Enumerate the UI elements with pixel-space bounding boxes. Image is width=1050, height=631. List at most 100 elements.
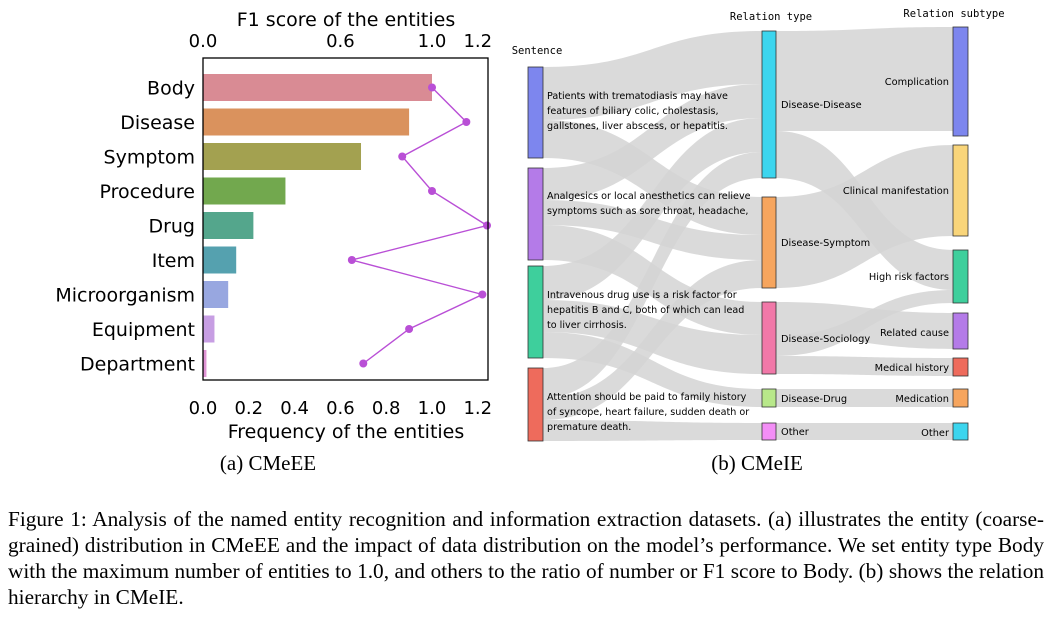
header-relation-type: Relation type [730,11,812,23]
category-label: Item [152,250,195,272]
sentence-text: of syncope, heart failure, sudden death … [547,407,749,418]
bottom-tick-label: 0.8 [372,398,401,419]
sankey-link [543,84,762,200]
relation-subtype-node [952,422,969,441]
sankey-link [776,27,953,131]
category-label: Microorganism [55,285,195,307]
sentence-text: features of biliary colic, cholestasis, [547,106,719,117]
bar-disease [203,108,410,136]
f1-point [478,290,487,299]
f1-point [462,118,471,126]
bottom-tick-label: 0.2 [234,398,263,419]
panel-b-sankey: Sentence Relation type Relation subtype … [512,8,1005,475]
sentence-node [527,167,544,261]
sankey-link [543,260,762,420]
f1-point [398,152,407,161]
bottom-tick-label: 1.2 [463,398,492,419]
sankey-link [543,200,762,260]
relation-type-node [761,388,777,408]
top-axis-ticks: 0.0 0.6 1.0 1.2 [189,31,492,52]
bar-procedure [203,177,286,205]
bottom-axis-ticks: 0.0 0.2 0.4 0.6 0.8 1.0 1.2 [189,398,492,419]
top-axis-label: F1 score of the entities [237,9,456,31]
bottom-tick-label: 1.0 [418,398,447,419]
relation-type-label: Disease-Symptom [781,238,870,249]
sentence-text: Analgesics or local anesthetics can reli… [547,191,751,202]
sankey-link [543,118,762,300]
category-label: Department [80,354,195,376]
relation-type-label: Disease-Disease [781,100,862,111]
f1-point [347,256,356,264]
header-relation-subtype: Relation subtype [903,8,1004,20]
sentence-node [527,265,544,359]
plot-frame [202,57,489,381]
relation-subtype-label: Medication [895,394,949,405]
sankey-link [776,423,953,440]
bar-equipment [203,315,215,343]
bars [203,74,432,377]
f1-point [405,325,414,333]
bottom-tick-label: 0.0 [189,398,218,419]
category-label: Disease [120,112,195,134]
relation-subtype-node [952,312,969,350]
sankey-link [776,145,953,288]
relation-type-label: Other [781,427,810,438]
figure-canvas: F1 score of the entities 0.0 0.6 1.0 1.2 Bo… [55,8,1005,475]
relation-subtype-label: Complication [885,77,949,88]
bar-drug [203,212,254,239]
relation-type-node [761,196,777,289]
figure-caption: Figure 1: Analysis of the named entity r… [8,507,1044,609]
category-labels: Body Disease Symptom Procedure Drug Item Micro… [55,78,195,376]
bar-symptom [203,143,362,170]
relation-subtype-node [952,357,969,377]
sankey-link [543,120,762,235]
relation-subtype-label: Medical history [875,363,950,374]
sentence-nodes: Patients with trematodiasis may have feat… [527,66,751,442]
f1-point [428,187,436,195]
relation-subtype-node [952,144,969,237]
sankey-link [776,290,953,356]
relation-type-node [761,30,777,179]
relation-subtype-nodes: Complication Clinical manifestation High r… [843,26,969,441]
category-label: Procedure [100,181,195,203]
relation-type-node [761,422,777,441]
bar-item [203,246,237,274]
relation-subtype-label: Clinical manifestation [843,186,949,197]
relation-subtype-label: High risk factors [869,272,949,283]
sentence-text: hepatitis B and C, both of which can lea… [547,305,744,316]
relation-type-label: Disease-Sociology [781,334,870,345]
f1-score-points [347,83,491,368]
relation-subtype-node [952,388,969,408]
sankey-link [776,389,953,407]
subcaption-b: (b) CMeIE [711,451,803,475]
sentence-text: Attention should be paid to family histo… [547,392,747,403]
top-tick-label: 1.2 [463,31,492,52]
panel-a-bar-chart: F1 score of the entities 0.0 0.6 1.0 1.2 Bo… [55,9,492,475]
top-tick-label: 1.0 [418,31,447,52]
relation-type-nodes: Disease-Disease Disease-Symptom Disease-So… [761,30,870,441]
sankey-link [543,420,762,441]
sankey-link [543,152,762,398]
bar-microorganism [203,281,229,308]
sentence-text: symptoms such as sore throat, headache, [547,206,748,217]
relation-type-node [761,301,777,375]
top-tick-label: 0.6 [326,31,355,52]
relation-subtype-node [952,26,969,137]
category-label: Body [147,78,195,100]
relation-subtype-label: Related cause [880,328,949,339]
x-axis-label: Frequency of the entities [228,421,465,443]
sentence-text: to liver cirrhosis. [547,320,627,331]
bottom-tick-label: 0.6 [326,398,355,419]
sentence-text: premature death. [547,422,631,433]
sentence-node [527,66,544,159]
sentence-text: Intravenous drug use is a risk factor fo… [547,290,737,301]
f1-point [428,83,436,92]
f1-point [359,359,368,368]
bar-body [203,74,432,101]
sankey-link [776,356,953,376]
sankey-link [543,31,762,120]
bar-department [203,350,207,377]
subcaption-a: (a) CMeEE [220,451,316,475]
relation-subtype-label: Other [921,428,950,439]
header-sentence: Sentence [512,45,563,57]
